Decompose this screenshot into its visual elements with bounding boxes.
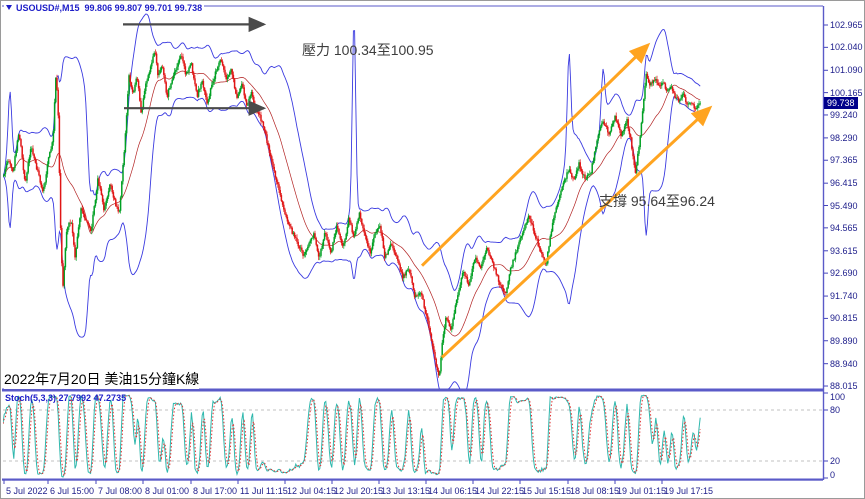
price-axis-label: 95.490 xyxy=(830,200,858,211)
support-annotation[interactable]: 支撐 95.64至96.24 xyxy=(599,193,715,209)
time-axis-label: 5 Jul 2022 xyxy=(6,486,48,496)
indicator-level-label: 0 xyxy=(830,470,836,480)
price-axis-label: 99.240 xyxy=(830,109,858,120)
price-axis-label: 98.290 xyxy=(830,132,858,143)
time-axis-label: 6 Jul 15:00 xyxy=(50,486,95,496)
price-axis-label: 93.615 xyxy=(830,245,858,256)
price-axis-label: 88.940 xyxy=(830,358,858,369)
price-axis-label: 89.890 xyxy=(830,335,858,346)
stoch-label: Stoch(5,3,3) 27.7992 47.2735 xyxy=(5,393,127,403)
price-axis-label: 94.565 xyxy=(830,222,858,233)
indicator-level-label: 100 xyxy=(830,392,846,402)
indicator-level-label: 20 xyxy=(830,456,841,466)
price-axis-label: 102.965 xyxy=(830,20,863,30)
time-axis-label: 14 Jul 06:15 xyxy=(428,486,478,496)
time-axis-label: 15 Jul 15:15 xyxy=(522,486,572,496)
time-axis-label: 8 Jul 17:00 xyxy=(193,486,238,496)
time-axis-label: 18 Jul 08:15 xyxy=(570,486,620,496)
price-axis-label: 97.365 xyxy=(830,155,858,166)
price-axis-label: 101.090 xyxy=(830,65,863,76)
price-axis-label: 102.040 xyxy=(830,42,863,53)
time-axis-label: 12 Jul 04:15 xyxy=(287,486,337,496)
current-price-tag: 99.738 xyxy=(824,96,858,109)
symbol-period-label: USOUSD#,M15 xyxy=(16,3,80,13)
time-axis-label: 12 Jul 20:15 xyxy=(334,486,384,496)
time-axis-label: 11 Jul 11:15 xyxy=(240,486,288,496)
price-axis-label: 88.015 xyxy=(830,381,858,392)
indicator-level-label: 80 xyxy=(830,405,841,415)
time-axis-label: 19 Jul 17:15 xyxy=(664,486,714,496)
collapse-triangle-icon[interactable] xyxy=(6,5,12,10)
price-axis-label: 96.415 xyxy=(830,178,858,189)
time-axis-label: 19 Jul 01:15 xyxy=(617,486,667,496)
time-axis-label: 8 Jul 01:00 xyxy=(145,486,190,496)
resistance-annotation[interactable]: 壓力 100.34至100.95 xyxy=(302,42,434,58)
price-axis-label: 91.740 xyxy=(830,291,858,302)
price-axis-label: 90.815 xyxy=(830,313,858,324)
date-caption: 2022年7月20日 美油15分鐘K線 xyxy=(4,369,200,389)
time-axis-label: 13 Jul 13:15 xyxy=(381,486,431,496)
time-axis-label: 14 Jul 22:15 xyxy=(475,486,525,496)
price-axis-label: 92.690 xyxy=(830,268,858,279)
chart-title: USOUSD#,M15 99.806 99.807 99.701 99.738 xyxy=(4,3,205,13)
time-axis-label: 7 Jul 08:00 xyxy=(98,486,143,496)
price-axis-label: 100.165 xyxy=(830,87,863,98)
ohlc-values: 99.806 99.807 99.701 99.738 xyxy=(84,3,203,13)
